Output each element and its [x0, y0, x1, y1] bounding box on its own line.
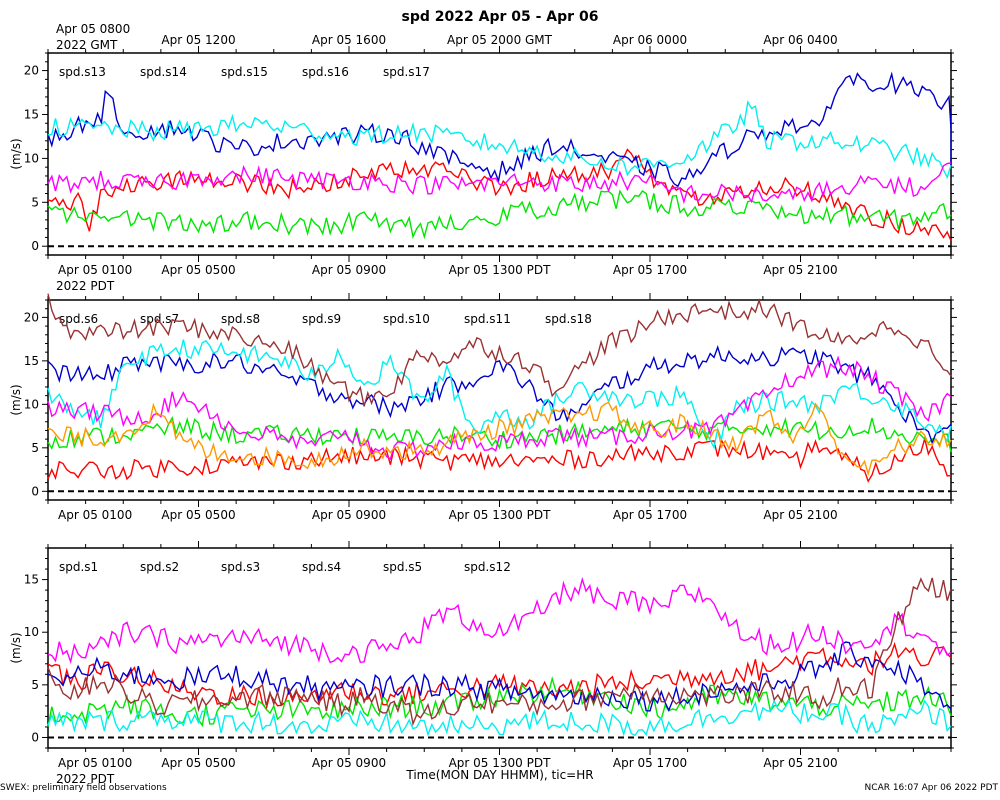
series-line-spd-s15	[47, 71, 952, 188]
gmt-tick-label: Apr 05 1200	[161, 33, 235, 47]
series-line-spd-s7	[47, 416, 952, 453]
y-tick-label: 0	[31, 484, 39, 498]
series-line-spd-s8	[47, 344, 952, 445]
panel-frame	[47, 547, 952, 749]
legend-spd-s5: spd.s5	[383, 560, 422, 574]
panel-2: 0 5 10 15 20 (m/s) spd.s6 spd.s7 spd.s8 spd.s9 spd…	[9, 293, 957, 507]
panel-1: 0 5 10 15 20 (m/s) spd.s13 spd.s14 spd.s15 spd.s1…	[9, 46, 957, 262]
legend-spd-s10: spd.s10	[383, 312, 430, 326]
pdt-tick-label: Apr 05 1300 PDT	[449, 263, 551, 277]
series-line-spd-s16	[47, 99, 952, 180]
y-tick-label: 5	[31, 441, 39, 455]
pdt-tick-label: Apr 05 0500	[161, 508, 235, 522]
legend-spd-s14: spd.s14	[140, 65, 187, 79]
y-axis-label: (m/s)	[9, 632, 23, 663]
legend-spd-s9: spd.s9	[302, 312, 341, 326]
y-tick-label: 10	[24, 397, 39, 411]
panel-frame	[47, 52, 952, 256]
series-line-spd-s2	[47, 675, 952, 728]
legend-spd-s8: spd.s8	[221, 312, 260, 326]
series-line-spd-s12	[47, 577, 952, 727]
y-tick-label: 5	[31, 678, 39, 692]
series-line-spd-s1	[47, 641, 952, 711]
pdt-tick-label: Apr 05 1700	[613, 508, 687, 522]
series-line-spd-s6	[47, 436, 952, 483]
gmt-tick-label: Apr 06 0000	[613, 33, 687, 47]
legend-spd-s1: spd.s1	[59, 560, 98, 574]
y-tick-label: 20	[24, 64, 39, 78]
pdt-tick-label: Apr 05 1700	[613, 756, 687, 770]
series-line-spd-s13	[47, 148, 952, 241]
legend-spd-s15: spd.s15	[221, 65, 268, 79]
pdt-tick-label: Apr 05 0500	[161, 756, 235, 770]
series-line-spd-s18	[47, 401, 952, 477]
pdt-tick-label: Apr 05 0500	[161, 263, 235, 277]
pdt-tick-label: Apr 05 2100	[763, 263, 837, 277]
gmt-tick-label: Apr 05 2000 GMT	[447, 33, 553, 47]
y-tick-label: 15	[24, 573, 39, 587]
series-line-spd-s3	[47, 641, 952, 712]
y-axis-label: (m/s)	[9, 384, 23, 415]
series-line-spd-s4	[47, 698, 952, 737]
y-axis-label: (m/s)	[9, 138, 23, 169]
pdt-tick-label: Apr 05 2100	[763, 508, 837, 522]
pdt-tick-label: Apr 05 0900	[312, 756, 386, 770]
series-line-spd-s11	[47, 293, 952, 407]
gmt-tick-label: Apr 06 0400	[763, 33, 837, 47]
pdt-origin-label: Apr 05 0100	[58, 263, 132, 277]
series-line-spd-s5	[47, 576, 952, 665]
chart-title: spd 2022 Apr 05 - Apr 06	[401, 9, 599, 25]
footer-timestamp: NCAR 16:07 Apr 06 2022 PDT	[864, 783, 998, 793]
pdt-tick-label: Apr 05 1700	[613, 263, 687, 277]
y-tick-label: 10	[24, 625, 39, 639]
series-line-spd-s10	[47, 355, 952, 461]
legend-spd-s3: spd.s3	[221, 560, 260, 574]
legend-spd-s7: spd.s7	[140, 312, 179, 326]
pdt-tick-label: Apr 05 0900	[312, 508, 386, 522]
y-tick-label: 0	[31, 730, 39, 744]
legend-spd-s18: spd.s18	[545, 312, 592, 326]
legend-spd-s11: spd.s11	[464, 312, 511, 326]
gmt-tick-label: Apr 05 1600	[312, 33, 386, 47]
pdt-origin-label: Apr 05 0100	[58, 756, 132, 770]
legend-spd-s12: spd.s12	[464, 560, 511, 574]
y-tick-label: 15	[24, 354, 39, 368]
gmt-origin-label: Apr 05 0800	[56, 22, 130, 36]
legend-spd-s4: spd.s4	[302, 560, 341, 574]
series-line-spd-s14	[47, 189, 952, 240]
pdt-tick-label: Apr 05 0900	[312, 263, 386, 277]
legend-spd-s13: spd.s13	[59, 65, 106, 79]
pdt-origin-label: Apr 05 0100	[58, 508, 132, 522]
gmt-origin-year: 2022 GMT	[56, 38, 118, 52]
y-tick-label: 20	[24, 310, 39, 324]
y-tick-label: 15	[24, 107, 39, 121]
legend-spd-s17: spd.s17	[383, 65, 430, 79]
legend-spd-s2: spd.s2	[140, 560, 179, 574]
panel-3: 0 5 10 15 (m/s) spd.s1 spd.s2 spd.s3 spd.s4 spd.s…	[9, 541, 957, 755]
pdt-tick-label: Apr 05 1300 PDT	[449, 756, 551, 770]
pdt-origin-year: 2022 PDT	[56, 279, 115, 293]
y-tick-label: 10	[24, 151, 39, 165]
x-axis-label: Time(MON DAY HHMM), tic=HR	[406, 768, 594, 782]
legend-spd-s6: spd.s6	[59, 312, 98, 326]
pdt-origin-year: 2022 PDT	[56, 772, 115, 786]
pdt-tick-label: Apr 05 2100	[763, 756, 837, 770]
pdt-tick-label: Apr 05 1300 PDT	[449, 508, 551, 522]
panel-frame	[47, 299, 952, 501]
y-tick-label: 5	[31, 195, 39, 209]
legend-spd-s16: spd.s16	[302, 65, 349, 79]
series-line-spd-s17	[47, 162, 952, 205]
footer-project-note: SWEX: preliminary field observations	[0, 783, 167, 793]
y-tick-label: 0	[31, 239, 39, 253]
